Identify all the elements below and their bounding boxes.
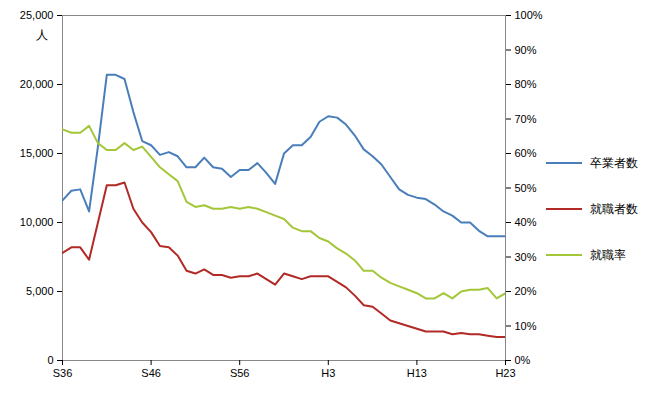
svg-text:0: 0 — [47, 354, 53, 366]
svg-text:5,000: 5,000 — [26, 285, 54, 297]
svg-text:20%: 20% — [515, 285, 537, 297]
svg-text:10%: 10% — [515, 320, 537, 332]
svg-text:S36: S36 — [53, 367, 73, 379]
svg-text:S46: S46 — [141, 367, 161, 379]
svg-text:H23: H23 — [495, 367, 515, 379]
svg-text:80%: 80% — [515, 78, 537, 90]
svg-text:S56: S56 — [230, 367, 250, 379]
svg-text:15,000: 15,000 — [20, 147, 54, 159]
svg-text:0%: 0% — [515, 354, 531, 366]
svg-text:H13: H13 — [407, 367, 427, 379]
svg-text:40%: 40% — [515, 216, 537, 228]
svg-text:70%: 70% — [515, 113, 537, 125]
svg-text:25,000: 25,000 — [20, 9, 54, 21]
svg-text:10,000: 10,000 — [20, 216, 54, 228]
svg-text:50%: 50% — [515, 182, 537, 194]
html-text:卒業者数: 卒業者数 — [590, 155, 638, 170]
svg-text:100%: 100% — [515, 9, 543, 21]
html-text:人: 人 — [36, 28, 48, 42]
svg-text:20,000: 20,000 — [20, 78, 54, 90]
svg-text:90%: 90% — [515, 44, 537, 56]
svg-text:H3: H3 — [321, 367, 335, 379]
html-text:就職率: 就職率 — [590, 247, 626, 262]
html-text:就職者数: 就職者数 — [590, 201, 638, 216]
svg-text:60%: 60% — [515, 147, 537, 159]
svg-text:30%: 30% — [515, 251, 537, 263]
